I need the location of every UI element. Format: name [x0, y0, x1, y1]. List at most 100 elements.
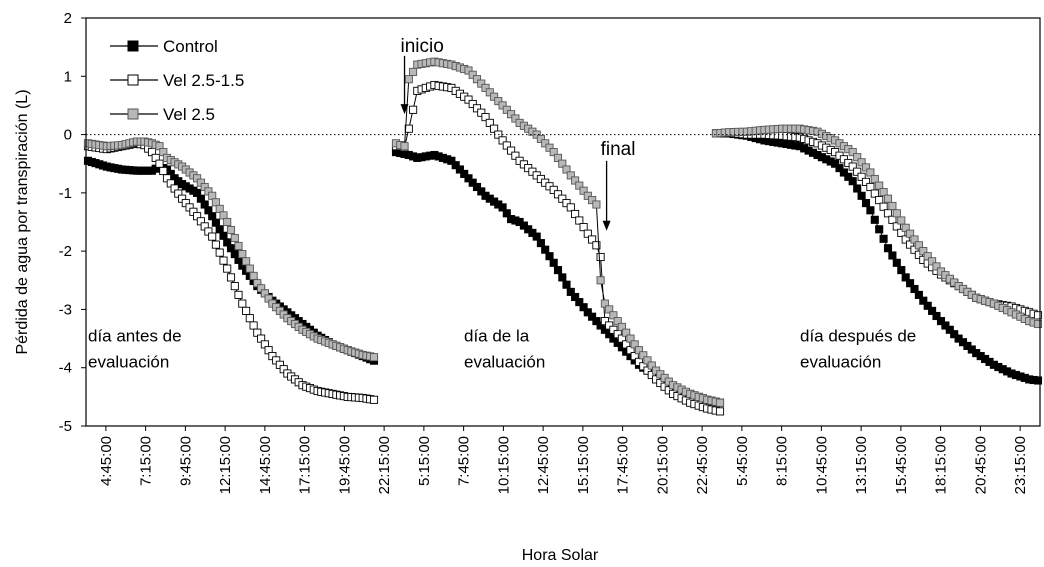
x-tick-label: 10:15:00: [495, 436, 512, 494]
data-point: [468, 99, 477, 109]
data-point: [583, 308, 592, 317]
data-point: [936, 317, 946, 326]
data-point: [409, 67, 418, 76]
data-point: [883, 244, 893, 253]
data-point: [242, 257, 251, 266]
data-point: [532, 130, 541, 139]
series-line: [396, 84, 721, 412]
data-point: [211, 218, 220, 227]
day-label-line: evaluación: [88, 352, 169, 371]
data-point: [1033, 319, 1043, 329]
data-point: [490, 124, 499, 133]
data-point: [226, 225, 236, 235]
data-point: [571, 292, 580, 302]
x-tick-label: 7:45:00: [456, 436, 473, 486]
x-tick-label: 10:45:00: [813, 436, 830, 494]
data-point: [481, 83, 490, 92]
series-line: [395, 151, 721, 404]
data-point: [870, 189, 879, 198]
day-label-line: día antes de: [88, 326, 182, 345]
data-point: [630, 352, 639, 361]
data-point: [468, 178, 477, 187]
data-point: [502, 105, 511, 114]
data-point: [558, 159, 567, 168]
data-point: [848, 162, 857, 171]
data-point: [605, 305, 614, 314]
data-point: [588, 196, 597, 205]
data-point: [861, 177, 871, 186]
data-point: [634, 357, 644, 366]
data-point: [897, 266, 906, 275]
data-point: [155, 159, 164, 168]
data-point: [238, 299, 247, 308]
series-layer: [83, 57, 1043, 416]
data-point: [647, 370, 656, 380]
data-point: [630, 340, 639, 349]
data-point: [910, 245, 919, 254]
data-point: [211, 240, 220, 249]
data-point: [549, 258, 558, 267]
data-point: [409, 105, 418, 114]
data-point: [617, 334, 626, 343]
day-label-line: día después de: [800, 326, 916, 345]
data-point: [541, 245, 550, 254]
data-point: [901, 273, 910, 282]
x-tick-label: 15:45:00: [893, 436, 910, 494]
data-point: [566, 287, 575, 296]
data-point: [901, 235, 910, 244]
y-tick-label: -4: [59, 360, 72, 377]
data-point: [861, 199, 871, 208]
data-point: [613, 330, 622, 339]
data-point: [879, 202, 888, 211]
day-label-line: evaluación: [464, 352, 545, 371]
data-point: [596, 321, 605, 330]
data-point: [159, 166, 168, 176]
series-vel-2-5: [83, 57, 1043, 407]
data-point: [579, 186, 588, 195]
legend-marker: [127, 108, 139, 120]
data-point: [596, 252, 605, 262]
data-point: [230, 282, 239, 291]
legend-label: Vel 2.5-1.5: [163, 71, 244, 90]
data-point: [888, 251, 897, 260]
data-point: [369, 395, 379, 404]
data-point: [575, 181, 584, 190]
data-point: [609, 334, 618, 343]
data-point: [566, 171, 575, 180]
data-point: [844, 172, 853, 181]
data-point: [866, 168, 875, 177]
data-point: [553, 153, 563, 162]
x-tick-label: 8:15:00: [774, 436, 791, 486]
x-tick-label: 7:15:00: [138, 436, 155, 486]
data-point: [888, 201, 897, 211]
data-point: [545, 252, 554, 261]
data-point: [609, 325, 618, 334]
day-label-line: evaluación: [800, 352, 881, 371]
data-point: [583, 229, 592, 238]
legend: Control Vel 2.5-1.5 Vel 2.5: [110, 37, 244, 124]
data-point: [464, 66, 473, 75]
data-point: [839, 168, 848, 177]
day-label: día antes de evaluación: [88, 326, 182, 371]
data-point: [901, 223, 910, 232]
data-point: [558, 194, 567, 203]
data-point: [923, 301, 932, 310]
x-tick-label: 23:15:00: [1012, 436, 1029, 494]
data-point: [605, 330, 614, 339]
data-point: [600, 299, 609, 308]
data-point: [566, 203, 575, 212]
data-point: [941, 321, 950, 330]
data-point: [592, 241, 601, 250]
data-point: [883, 209, 893, 218]
data-point: [455, 165, 464, 174]
legend-marker: [127, 74, 139, 86]
data-point: [596, 276, 605, 285]
data-point: [571, 176, 580, 185]
data-point: [910, 284, 919, 294]
data-point: [447, 156, 456, 165]
data-point: [460, 169, 469, 178]
data-point: [502, 209, 511, 218]
data-point: [575, 216, 584, 225]
data-point: [215, 248, 224, 257]
data-point: [1033, 311, 1043, 320]
